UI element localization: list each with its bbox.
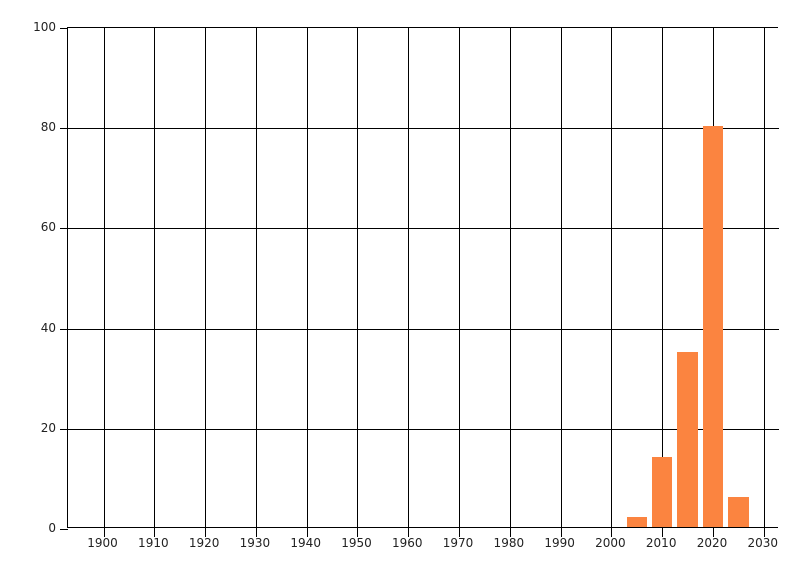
x-axis-tick-label: 1910 bbox=[138, 536, 169, 550]
y-gridline bbox=[68, 328, 779, 330]
x-gridline bbox=[560, 28, 562, 529]
x-gridline bbox=[205, 28, 207, 529]
y-axis-tick-label: 60 bbox=[40, 220, 56, 235]
x-axis-tick bbox=[306, 529, 308, 537]
x-axis-tick bbox=[509, 529, 511, 537]
y-axis-tick bbox=[60, 428, 68, 430]
x-axis-tick-label: 1980 bbox=[493, 536, 525, 550]
y-axis-tick bbox=[60, 128, 68, 130]
x-axis-tick bbox=[408, 529, 410, 537]
x-axis-tick-label: 1940 bbox=[290, 536, 321, 550]
x-gridline bbox=[459, 28, 461, 529]
x-gridline bbox=[103, 28, 105, 529]
x-axis-tick bbox=[103, 529, 105, 537]
x-axis-tick bbox=[255, 529, 257, 537]
x-axis-tick-labels: 1900 1910 1920 1930 1940 1950 1960 1970 1980 1990… bbox=[67, 536, 778, 556]
x-gridline bbox=[611, 28, 613, 529]
x-axis-tick-label: 1950 bbox=[341, 536, 372, 550]
x-gridline bbox=[154, 28, 156, 529]
x-axis-tick bbox=[154, 529, 156, 537]
y-axis-tick-label: 0 bbox=[48, 521, 56, 535]
x-axis-tick bbox=[205, 529, 207, 537]
x-axis-tick bbox=[459, 529, 461, 537]
x-axis-tick-label: 2020 bbox=[696, 536, 728, 550]
y-axis-tick bbox=[60, 529, 68, 530]
x-gridline bbox=[255, 28, 257, 529]
y-axis-tick-label: 20 bbox=[40, 420, 56, 435]
y-gridline bbox=[68, 428, 779, 430]
x-axis-tick-label: 1900 bbox=[87, 536, 118, 550]
x-axis-tick bbox=[662, 529, 664, 537]
x-axis-tick bbox=[560, 529, 562, 537]
y-axis-tick-label: 40 bbox=[40, 320, 56, 335]
x-axis-tick bbox=[763, 529, 765, 537]
x-axis-tick-label: 1990 bbox=[544, 536, 575, 550]
x-axis-tick-label: 1920 bbox=[188, 536, 220, 550]
y-axis-tick-label: 80 bbox=[40, 120, 56, 135]
bar bbox=[677, 351, 698, 527]
x-axis-tick bbox=[712, 529, 714, 537]
x-axis-tick-label: 2030 bbox=[747, 536, 779, 550]
x-axis-tick-label: 2000 bbox=[595, 536, 626, 550]
x-gridline bbox=[763, 28, 765, 529]
x-gridline bbox=[306, 28, 308, 529]
x-axis-tick-label: 1960 bbox=[391, 536, 423, 550]
y-gridline bbox=[68, 128, 779, 130]
x-axis-tick bbox=[611, 529, 613, 537]
x-gridline bbox=[357, 28, 359, 529]
x-gridline bbox=[662, 28, 664, 529]
y-axis-tick bbox=[60, 228, 68, 230]
x-axis-tick bbox=[357, 529, 359, 537]
bar bbox=[652, 456, 673, 527]
y-axis-tick bbox=[60, 328, 68, 330]
x-gridline bbox=[408, 28, 410, 529]
x-axis-tick-label: 1970 bbox=[442, 536, 474, 550]
bar bbox=[702, 126, 724, 527]
plot-area bbox=[60, 27, 779, 537]
y-gridline bbox=[68, 228, 779, 230]
x-axis-tick-label: 2010 bbox=[645, 536, 677, 550]
x-axis-tick-label: 1930 bbox=[239, 536, 271, 550]
bar bbox=[626, 516, 647, 527]
bar bbox=[728, 496, 749, 527]
y-axis-tick bbox=[60, 28, 68, 29]
y-axis-tick-labels: 0 20 40 60 80 100 bbox=[0, 21, 56, 534]
x-gridline bbox=[509, 28, 511, 529]
y-axis-tick-label: 100 bbox=[33, 20, 56, 34]
